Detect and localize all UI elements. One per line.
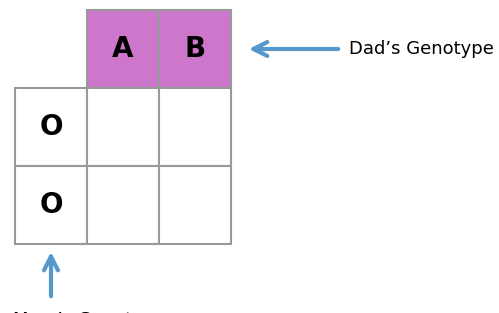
- Bar: [87, 88, 159, 166]
- Bar: [15, 166, 87, 244]
- Text: Mom’s Genotype: Mom’s Genotype: [13, 311, 166, 313]
- Bar: [159, 10, 231, 88]
- Text: Dad’s Genotype: Dad’s Genotype: [349, 40, 494, 58]
- Bar: [159, 88, 231, 166]
- Bar: [87, 10, 159, 88]
- Text: B: B: [185, 35, 206, 63]
- Bar: [87, 166, 159, 244]
- Text: O: O: [39, 191, 63, 219]
- Text: O: O: [39, 113, 63, 141]
- Bar: [159, 166, 231, 244]
- Bar: [15, 88, 87, 166]
- Text: A: A: [112, 35, 134, 63]
